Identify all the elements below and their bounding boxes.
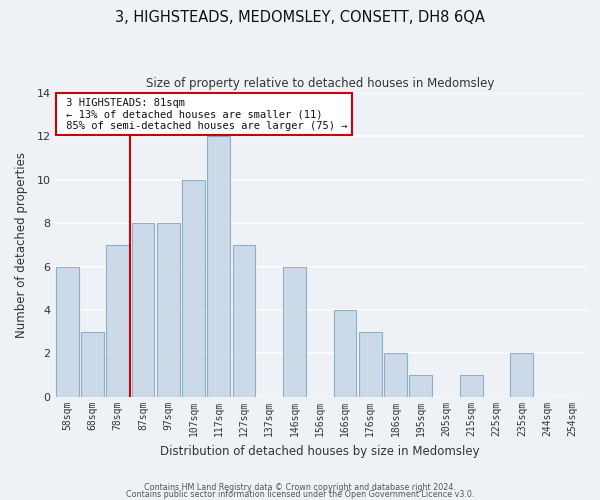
Bar [460,375,483,397]
Bar [283,266,306,397]
Y-axis label: Number of detached properties: Number of detached properties [15,152,28,338]
Text: Contains public sector information licensed under the Open Government Licence v3: Contains public sector information licen… [126,490,474,499]
Text: Contains HM Land Registry data © Crown copyright and database right 2024.: Contains HM Land Registry data © Crown c… [144,484,456,492]
X-axis label: Distribution of detached houses by size in Medomsley: Distribution of detached houses by size … [160,444,479,458]
Bar [359,332,382,397]
Bar [208,136,230,397]
Bar [81,332,104,397]
Text: 3 HIGHSTEADS: 81sqm
 ← 13% of detached houses are smaller (11)
 85% of semi-deta: 3 HIGHSTEADS: 81sqm ← 13% of detached ho… [60,98,347,131]
Bar [384,354,407,397]
Text: 3, HIGHSTEADS, MEDOMSLEY, CONSETT, DH8 6QA: 3, HIGHSTEADS, MEDOMSLEY, CONSETT, DH8 6… [115,10,485,25]
Bar [511,354,533,397]
Bar [409,375,432,397]
Title: Size of property relative to detached houses in Medomsley: Size of property relative to detached ho… [146,78,494,90]
Bar [157,223,179,397]
Bar [233,245,256,397]
Bar [182,180,205,397]
Bar [131,223,154,397]
Bar [106,245,129,397]
Bar [56,266,79,397]
Bar [334,310,356,397]
